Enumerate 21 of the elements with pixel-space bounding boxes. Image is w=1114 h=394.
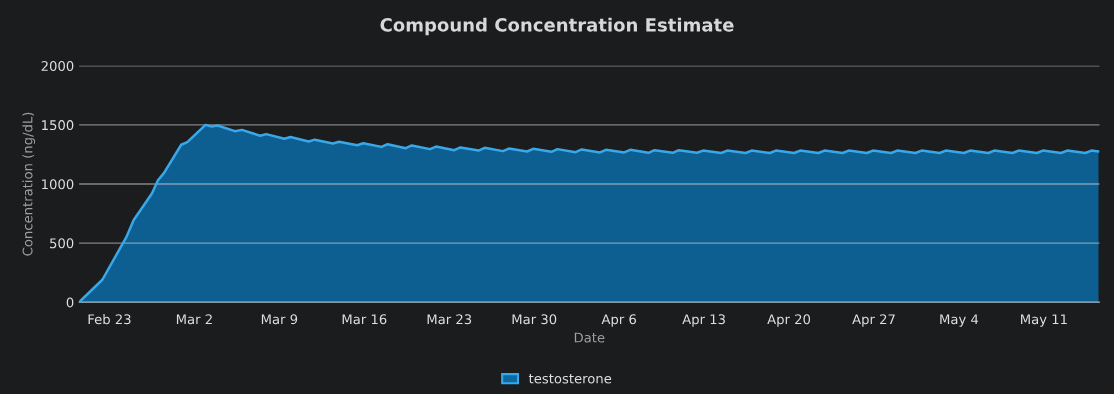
x-tick-label: Apr 6 bbox=[601, 314, 637, 327]
y-tick-label: 1000 bbox=[42, 179, 74, 190]
y-tick-label: 2000 bbox=[41, 61, 74, 71]
x-tick-label: Apr 20 bbox=[767, 314, 811, 327]
y-tick-label: 1500 bbox=[42, 120, 74, 131]
x-tick-label: Apr 27 bbox=[852, 314, 895, 327]
x-tick-label: May 11 bbox=[1021, 314, 1067, 327]
x-tick-label: Mar 2 bbox=[176, 314, 212, 325]
x-tick-label: Apr 13 bbox=[682, 314, 725, 327]
y-tick-label: 500 bbox=[50, 238, 74, 249]
x-tick-label: May 4 bbox=[940, 314, 979, 327]
x-tick-label: Mar 9 bbox=[261, 314, 298, 325]
y-tick-label: 0 bbox=[66, 297, 74, 308]
legend-label: testosterone bbox=[528, 374, 612, 384]
chart-title: Compound Concentration Estimate bbox=[380, 17, 734, 36]
x-tick-label: Mar 16 bbox=[342, 314, 387, 325]
x-tick-label: Mar 30 bbox=[512, 314, 557, 325]
x-tick-label: Mar 23 bbox=[427, 314, 472, 325]
x-axis-title: Date bbox=[574, 332, 605, 343]
y-axis-title: Concentration (ng/dL) bbox=[22, 112, 36, 256]
x-tick-label: Feb 23 bbox=[88, 314, 131, 325]
